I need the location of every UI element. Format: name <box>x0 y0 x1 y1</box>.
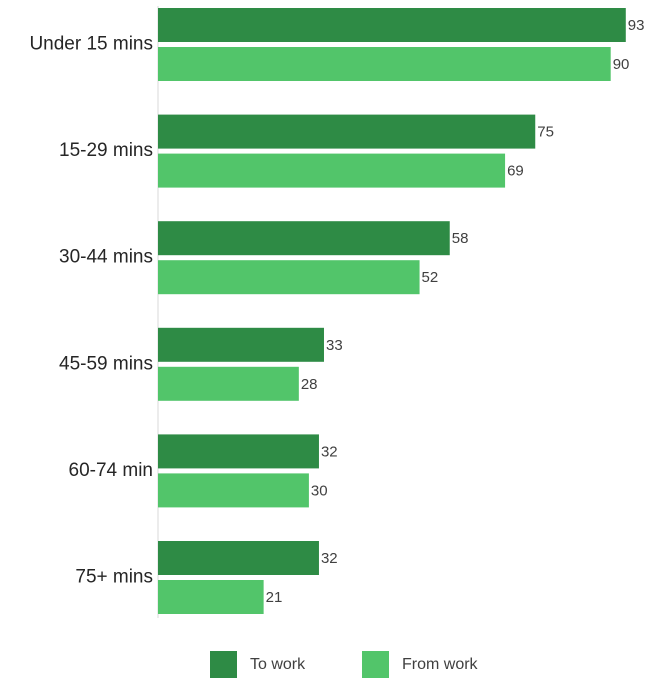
data-label: 90 <box>613 56 630 73</box>
data-label: 33 <box>326 337 343 354</box>
category-label: 60-74 min <box>69 460 154 481</box>
data-label: 21 <box>266 589 283 606</box>
bar-to-work <box>158 221 450 256</box>
data-label: 93 <box>628 17 645 34</box>
bar-from-work <box>158 580 264 614</box>
bar-from-work <box>158 473 309 508</box>
category-label: 30-44 mins <box>59 247 153 268</box>
data-label: 75 <box>537 124 554 141</box>
category-label: 15-29 mins <box>59 140 153 161</box>
legend-swatch <box>210 651 237 678</box>
legend-swatch <box>362 651 389 678</box>
bar-from-work <box>158 47 611 81</box>
data-label: 30 <box>311 482 328 499</box>
data-label: 52 <box>422 269 439 286</box>
legend-label: From work <box>402 656 479 673</box>
category-label: 75+ mins <box>75 567 153 588</box>
bar-to-work <box>158 8 626 42</box>
bar-to-work <box>158 114 536 149</box>
bar-to-work <box>158 434 319 469</box>
data-label: 28 <box>301 376 318 393</box>
category-label: 45-59 mins <box>59 353 153 374</box>
bar-from-work <box>158 260 420 295</box>
data-label: 69 <box>507 163 524 180</box>
data-label: 32 <box>321 443 338 460</box>
bar-to-work <box>158 541 319 575</box>
bar-to-work <box>158 327 324 362</box>
legend-label: To work <box>250 656 306 673</box>
category-label: Under 15 mins <box>29 34 153 55</box>
bar-from-work <box>158 153 506 188</box>
data-label: 32 <box>321 550 338 567</box>
bar-from-work <box>158 366 299 401</box>
data-label: 58 <box>452 230 469 247</box>
